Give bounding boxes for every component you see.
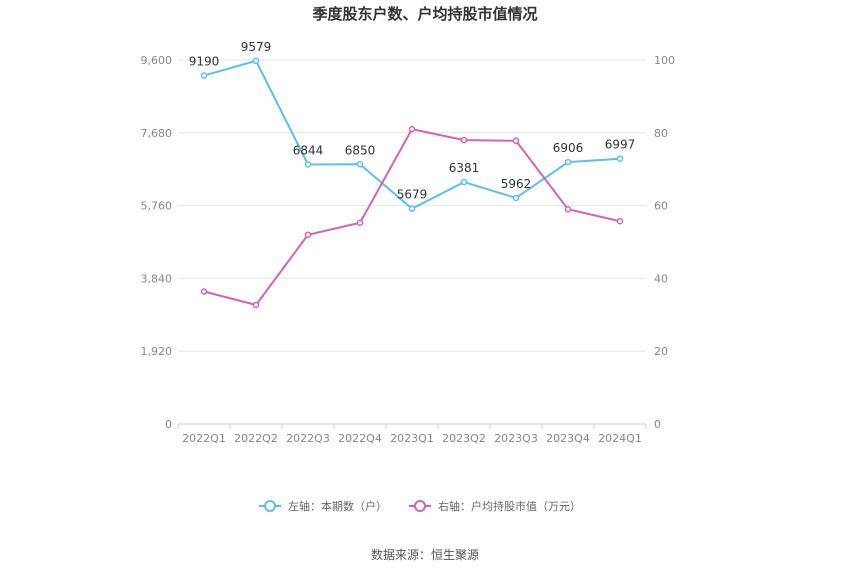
right-tick-label: 60 [654, 200, 668, 213]
data-label: 5962 [501, 177, 532, 191]
series-1-point [616, 155, 624, 162]
series-2-point [460, 136, 468, 144]
chart-title: 季度股东户数、户均持股市值情况 [312, 5, 537, 23]
x-tick-label: 2023Q2 [442, 432, 486, 445]
legend: 左轴：本期数（户） 右轴：户均持股市值（万元） [259, 499, 581, 513]
legend-label-1: 左轴：本期数（户） [288, 499, 387, 513]
series-2-point [564, 205, 572, 213]
series-1-point [356, 161, 364, 168]
grid-lines [178, 59, 646, 425]
data-label: 6906 [553, 141, 584, 155]
x-tick-label: 2022Q2 [234, 432, 278, 445]
series-2-point [512, 137, 520, 145]
x-tick-label: 2022Q4 [338, 432, 382, 445]
series-1-point [304, 161, 312, 168]
right-tick-label: 0 [654, 418, 661, 431]
series-2-point [304, 231, 312, 238]
x-tick-label: 2024Q1 [598, 432, 642, 445]
x-tick-label: 2023Q4 [546, 432, 590, 445]
series-1-point [252, 57, 260, 65]
left-tick-label: 9,600 [141, 54, 173, 67]
series-line-1 [203, 59, 621, 210]
x-axis-ticks: 2022Q1 2022Q2 2022Q3 2022Q4 2023Q1 2023Q2 2023… [177, 424, 647, 445]
right-tick-label: 80 [654, 127, 668, 140]
series-2-point [408, 125, 416, 133]
right-tick-label: 40 [654, 272, 668, 285]
series-1-point [200, 72, 208, 79]
series-1-point [408, 205, 416, 212]
series-1-point [460, 178, 468, 186]
series-1-point [512, 194, 520, 202]
series-2-point [252, 301, 260, 309]
left-axis-ticks: 0 1,920 3,840 5,760 7,680 9,600 [141, 54, 173, 431]
x-tick-label: 2022Q1 [182, 432, 226, 445]
right-tick-label: 20 [654, 345, 668, 358]
left-tick-label: 1,920 [141, 345, 173, 358]
x-tick-label: 2023Q3 [494, 432, 538, 445]
data-label: 6850 [345, 143, 376, 157]
source-note: 数据来源：恒生聚源 [371, 547, 479, 562]
x-tick-label: 2023Q1 [390, 432, 434, 445]
data-label: 6844 [293, 143, 324, 157]
series-1-point [564, 158, 572, 166]
right-tick-label: 100 [654, 54, 675, 67]
data-label: 9579 [241, 40, 272, 54]
series-layer: 9190 9579 6844 6850 5679 6381 5962 6906 6997 [189, 40, 636, 309]
data-label: 9190 [189, 55, 220, 69]
data-label: 6381 [449, 161, 480, 175]
left-tick-label: 3,840 [141, 272, 173, 285]
left-tick-label: 0 [165, 418, 172, 431]
legend-label-2: 右轴：户均持股市值（万元） [438, 499, 581, 513]
legend-marker-2 [414, 500, 426, 512]
series-2-point [616, 218, 624, 225]
left-tick-label: 7,680 [141, 127, 173, 140]
right-axis-ticks: 0 20 40 60 80 100 [654, 54, 675, 431]
x-tick-label: 2022Q3 [286, 432, 330, 445]
legend-marker-1 [264, 500, 276, 512]
left-tick-label: 5,760 [141, 200, 173, 213]
series-2-point [200, 288, 208, 295]
data-label: 5679 [397, 188, 428, 202]
data-label: 6997 [605, 138, 636, 152]
series-2-point [356, 219, 364, 226]
